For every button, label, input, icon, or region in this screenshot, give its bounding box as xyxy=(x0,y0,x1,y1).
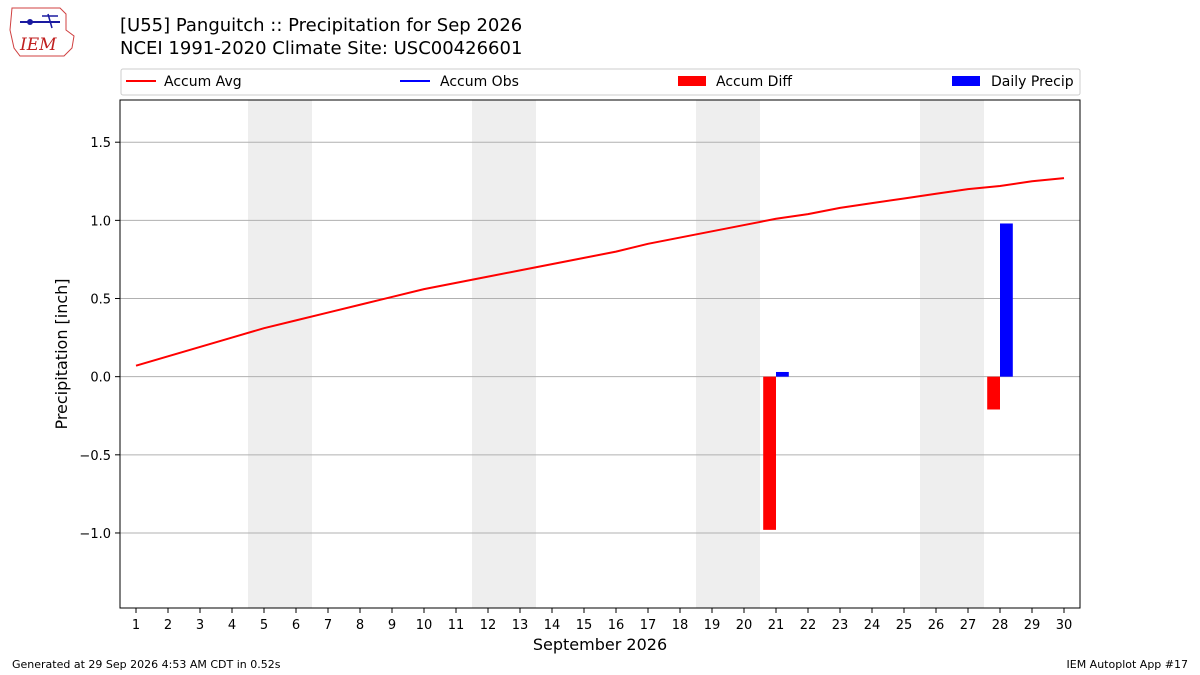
x-tick-label: 27 xyxy=(960,618,977,633)
plot-frame xyxy=(119,99,1081,609)
y-tick-label: −1.0 xyxy=(79,527,111,542)
weekend-band-0 xyxy=(248,100,312,608)
x-tick-label: 16 xyxy=(608,618,625,633)
chart-title: [U55] Panguitch :: Precipitation for Sep… xyxy=(120,15,522,36)
x-tick-label: 8 xyxy=(356,618,364,633)
bar-accum-diff-day-21 xyxy=(763,376,776,530)
x-tick-label: 28 xyxy=(992,618,1009,633)
x-tick-label: 15 xyxy=(576,618,593,633)
legend-swatch-diff xyxy=(678,76,706,86)
x-axis-ticks: 1 2 3 4 5 6 7 8 9 10 11 12 13 14 15 16 17 18 19 20 21 22 23 24 2… xyxy=(132,608,1072,633)
legend: Accum Avg Accum Obs Accum Diff Daily Pre… xyxy=(120,68,1081,96)
footer-generated: Generated at 29 Sep 2026 4:53 AM CDT in … xyxy=(12,658,281,671)
legend-label-avg: Accum Avg xyxy=(164,74,242,90)
legend-label-diff: Accum Diff xyxy=(716,74,792,90)
x-tick-label: 12 xyxy=(480,618,497,633)
y-tick-label: 1.0 xyxy=(90,214,111,229)
legend-label-daily: Daily Precip xyxy=(991,74,1074,90)
x-tick-label: 6 xyxy=(292,618,300,633)
x-tick-label: 4 xyxy=(228,618,236,633)
y-gridlines xyxy=(120,141,1080,534)
x-tick-label: 25 xyxy=(896,618,913,633)
line-accum-avg xyxy=(135,177,1065,367)
footer-app: IEM Autoplot App #17 xyxy=(1067,658,1189,671)
x-tick-label: 22 xyxy=(800,618,817,633)
x-tick-label: 7 xyxy=(324,618,332,633)
x-tick-label: 19 xyxy=(704,618,721,633)
weekend-band-2 xyxy=(696,100,760,608)
lines xyxy=(135,177,1065,367)
x-tick-label: 13 xyxy=(512,618,529,633)
weekend-band-3 xyxy=(920,100,984,608)
iem-logo: IEM xyxy=(9,7,75,57)
x-tick-label: 1 xyxy=(132,618,140,633)
legend-swatch-daily xyxy=(952,76,980,86)
x-tick-label: 9 xyxy=(388,618,396,633)
x-tick-label: 30 xyxy=(1056,618,1073,633)
x-tick-label: 17 xyxy=(640,618,657,633)
chart-subtitle: NCEI 1991-2020 Climate Site: USC00426601 xyxy=(120,38,522,59)
y-tick-label: −0.5 xyxy=(79,449,111,464)
weekend-shading xyxy=(248,100,984,608)
y-tick-label: 0.5 xyxy=(90,293,111,308)
bar-daily-precip-day-28 xyxy=(1000,223,1013,377)
x-tick-label: 20 xyxy=(736,618,753,633)
x-tick-label: 2 xyxy=(164,618,172,633)
x-tick-label: 11 xyxy=(448,618,465,633)
bar-accum-diff-day-28 xyxy=(987,376,1000,410)
x-tick-label: 21 xyxy=(768,618,785,633)
y-tick-label: 1.5 xyxy=(90,136,111,151)
x-tick-label: 29 xyxy=(1024,618,1041,633)
bar-daily-precip-day-21 xyxy=(776,371,789,377)
y-axis-ticks: −1.0 −0.5 0.0 0.5 1.0 1.5 xyxy=(79,136,120,542)
x-tick-label: 23 xyxy=(832,618,849,633)
bars xyxy=(763,223,1013,530)
x-tick-label: 24 xyxy=(864,618,881,633)
legend-label-obs: Accum Obs xyxy=(440,74,519,90)
x-tick-label: 18 xyxy=(672,618,689,633)
y-tick-label: 0.0 xyxy=(90,371,111,386)
x-tick-label: 10 xyxy=(416,618,433,633)
weekend-band-1 xyxy=(472,100,536,608)
x-tick-label: 14 xyxy=(544,618,561,633)
x-axis-label: September 2026 xyxy=(533,635,667,654)
x-tick-label: 5 xyxy=(260,618,268,633)
x-tick-label: 26 xyxy=(928,618,945,633)
logo-text: IEM xyxy=(19,35,57,55)
legend-box xyxy=(120,68,1081,96)
x-tick-label: 3 xyxy=(196,618,204,633)
y-axis-label: Precipitation [inch] xyxy=(52,278,71,429)
